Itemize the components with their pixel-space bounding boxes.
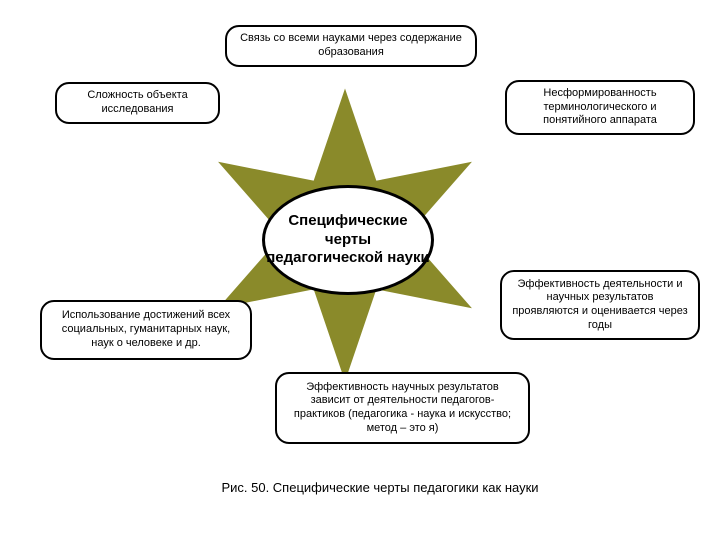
box-text: Эффективность научных результатов зависи… bbox=[287, 381, 518, 436]
caption-text: Рис. 50. Специфические черты педагогики … bbox=[221, 480, 538, 495]
box-text: Связь со всеми науками через содержание … bbox=[237, 32, 465, 60]
box-text: Использование достижений всех социальных… bbox=[52, 309, 240, 350]
box-bottom-right: Эффективность деятельности и научных рез… bbox=[500, 270, 700, 340]
box-bottom: Эффективность научных результатов зависи… bbox=[275, 372, 530, 444]
box-text: Эффективность деятельности и научных рез… bbox=[512, 278, 688, 333]
figure-caption: Рис. 50. Специфические черты педагогики … bbox=[200, 480, 560, 495]
box-bottom-left: Использование достижений всех социальных… bbox=[40, 300, 252, 360]
box-text: Несформированность терминологического и … bbox=[517, 87, 683, 128]
box-text: Сложность объекта исследования bbox=[67, 89, 208, 117]
box-top: Связь со всеми науками через содержание … bbox=[225, 25, 477, 67]
box-top-left: Сложность объекта исследования bbox=[55, 82, 220, 124]
center-oval: Специфические черты педагогической науки bbox=[262, 185, 434, 295]
center-text: Специфические черты педагогической науки bbox=[265, 212, 431, 268]
box-top-right: Несформированность терминологического и … bbox=[505, 80, 695, 135]
